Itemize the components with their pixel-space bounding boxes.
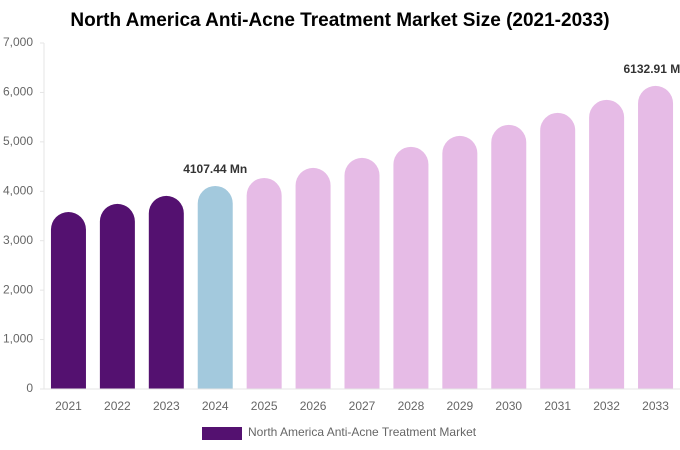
y-tick-label: 5,000 [3, 134, 33, 148]
x-tick-label: 2024 [202, 399, 229, 413]
bar [589, 99, 625, 389]
bar [50, 212, 86, 389]
bar [344, 157, 380, 389]
x-tick-label: 2021 [55, 399, 82, 413]
chart-title: North America Anti-Acne Treatment Market… [70, 10, 609, 31]
x-tick-label: 2032 [593, 399, 620, 413]
bar [638, 85, 674, 390]
x-tick-label: 2031 [544, 399, 571, 413]
legend-label: North America Anti-Acne Treatment Market [248, 425, 477, 439]
y-tick-label: 0 [26, 381, 33, 395]
x-tick-label: 2023 [153, 399, 180, 413]
bar [491, 124, 527, 390]
bar [197, 185, 233, 389]
x-tick-label: 2028 [398, 399, 425, 413]
bar [148, 195, 184, 389]
legend-swatch [202, 427, 242, 440]
bar [442, 135, 478, 389]
y-tick-label: 1,000 [3, 332, 33, 346]
y-tick-label: 4,000 [3, 183, 33, 197]
bar [295, 167, 331, 389]
x-tick-label: 2027 [349, 399, 376, 413]
x-tick-label: 2026 [300, 399, 327, 413]
bar [99, 203, 135, 389]
x-tick-label: 2030 [495, 399, 522, 413]
x-tick-label: 2033 [642, 399, 669, 413]
value-label: 4107.44 Mn [183, 162, 247, 176]
bar [246, 177, 282, 389]
x-tick-label: 2025 [251, 399, 278, 413]
y-tick-label: 3,000 [3, 233, 33, 247]
y-tick-label: 6,000 [3, 85, 33, 99]
x-tick-label: 2029 [446, 399, 473, 413]
value-label: 6132.91 Mn [624, 62, 680, 76]
y-tick-label: 2,000 [3, 282, 33, 296]
bar [540, 112, 576, 389]
bar [393, 146, 429, 389]
y-tick-label: 7,000 [3, 35, 33, 49]
x-tick-label: 2022 [104, 399, 131, 413]
